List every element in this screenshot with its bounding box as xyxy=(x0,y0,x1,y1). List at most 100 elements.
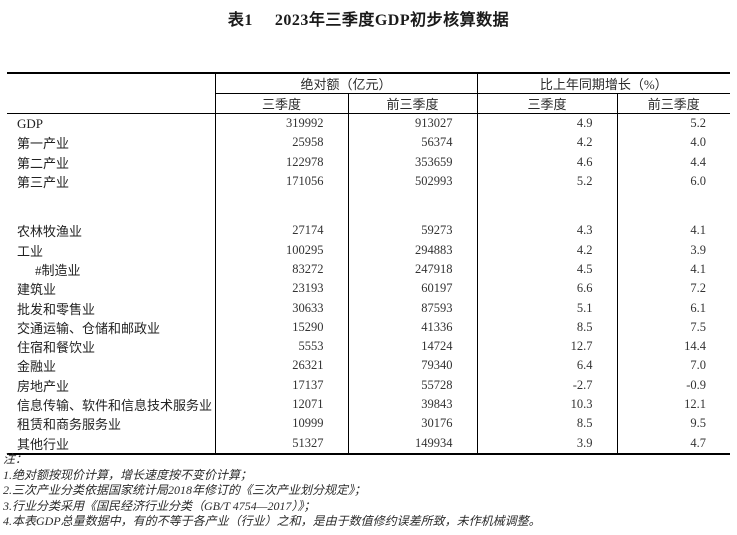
cell-value: 353659 xyxy=(347,152,478,172)
cell-value: 4.3 xyxy=(476,221,618,241)
cell-value: 4.7 xyxy=(616,433,731,454)
table-notes: 注： 1.绝对额按现价计算，增长速度按不变价计算； 2.三次产业分类依据国家统计… xyxy=(3,452,733,530)
cell-value: -2.7 xyxy=(476,375,618,395)
row-label: 信息传输、软件和信息技术服务业 xyxy=(17,398,213,413)
table-row: 第三产业 171056 502993 5.2 6.0 xyxy=(7,171,731,192)
page-title: 表1 2023年三季度GDP初步核算数据 xyxy=(0,6,737,30)
spacer-cell xyxy=(616,191,731,222)
cell-value: 17137 xyxy=(214,375,348,395)
row-label: 批发和零售业 xyxy=(17,301,96,317)
table-row: 房地产业 17137 55728 -2.7 -0.9 xyxy=(7,375,731,395)
cell-value: 25958 xyxy=(214,133,348,153)
table-row: 信息传输、软件和信息技术服务业 12071 39843 10.3 12.1 xyxy=(7,394,731,415)
cell-value: 5.2 xyxy=(616,113,731,134)
cell-value: 30176 xyxy=(347,414,478,434)
cell-value: 41336 xyxy=(347,317,478,337)
cell-value: 4.1 xyxy=(616,221,731,241)
cell-value: 3.9 xyxy=(476,433,618,454)
cell-value: 10999 xyxy=(214,414,348,434)
table-row: 租赁和商务服务业 10999 30176 8.5 9.5 xyxy=(7,414,731,434)
cell-value: 171056 xyxy=(214,171,348,192)
header-sub-row: 三季度 前三季度 三季度 前三季度 xyxy=(7,93,731,114)
subheader-absolute-first3q: 前三季度 xyxy=(347,93,478,114)
cell-value: 5.1 xyxy=(476,298,618,318)
cell-value: 4.2 xyxy=(476,240,618,260)
spacer-cell xyxy=(7,191,215,221)
header-group-row: 绝对额（亿元） 比上年同期增长（%） xyxy=(7,73,731,114)
note-line: 4.本表GDP总量数据中，有的不等于各产业（行业）之和，是由于数值修约误差所致，… xyxy=(3,514,541,529)
spacer-cell xyxy=(347,191,478,222)
cell-value: 15290 xyxy=(214,317,348,337)
cell-value: 4.1 xyxy=(616,259,731,280)
cell-value: 8.5 xyxy=(476,317,618,337)
cell-value: 6.0 xyxy=(616,171,731,192)
cell-value: 10.3 xyxy=(476,394,618,415)
cell-value: 4.2 xyxy=(476,133,618,153)
row-label: 农林牧渔业 xyxy=(17,224,83,240)
cell-value: 7.0 xyxy=(616,356,731,376)
cell-value: -0.9 xyxy=(616,375,731,395)
table-row: 第一产业 25958 56374 4.2 4.0 xyxy=(7,133,731,153)
cell-value: 27174 xyxy=(214,221,348,241)
cell-value: 4.4 xyxy=(616,152,731,172)
cell-value: 23193 xyxy=(214,279,348,299)
cell-value: 79340 xyxy=(347,356,478,376)
spacer-cell xyxy=(476,191,618,222)
cell-value: 319992 xyxy=(214,113,348,134)
table-row: 第二产业 122978 353659 4.6 4.4 xyxy=(7,152,731,172)
note-line: 2.三次产业分类依据国家统计局2018年修订的《三次产业划分规定》； xyxy=(3,483,367,498)
table-number: 表1 xyxy=(227,12,253,29)
cell-value: 6.4 xyxy=(476,356,618,376)
cell-value: 4.5 xyxy=(476,259,618,280)
cell-value: 502993 xyxy=(347,171,478,192)
row-label: GDP xyxy=(17,115,44,131)
table-title-text: 2023年三季度GDP初步核算数据 xyxy=(274,12,510,29)
cell-value: 12.7 xyxy=(476,336,618,357)
subheader-absolute-q3: 三季度 xyxy=(215,93,348,114)
cell-value: 7.5 xyxy=(616,317,731,337)
cell-value: 100295 xyxy=(214,240,348,260)
table-row: #制造业 83272 247918 4.5 4.1 xyxy=(7,259,731,280)
cell-value: 5.2 xyxy=(476,171,618,192)
cell-value: 30633 xyxy=(214,298,348,318)
col-group-growth: 比上年同期增长（%） xyxy=(476,73,731,94)
cell-value: 6.1 xyxy=(616,298,731,318)
cell-value: 4.0 xyxy=(616,133,731,153)
cell-value: 4.6 xyxy=(476,152,618,172)
cell-value: 56374 xyxy=(347,133,478,153)
table-row: 批发和零售业 30633 87593 5.1 6.1 xyxy=(7,298,731,318)
table-row: 农林牧渔业 27174 59273 4.3 4.1 xyxy=(7,221,731,241)
row-label: 建筑业 xyxy=(17,282,57,298)
table-row: GDP 319992 913027 4.9 5.2 xyxy=(7,113,731,134)
col-group-absolute: 绝对额（亿元） xyxy=(214,73,478,94)
cell-value: 149934 xyxy=(347,433,478,454)
row-label: 房地产业 xyxy=(17,378,70,394)
cell-value: 26321 xyxy=(214,356,348,376)
cell-value: 12.1 xyxy=(616,394,731,415)
cell-value: 87593 xyxy=(347,298,478,318)
row-label: 住宿和餐饮业 xyxy=(17,340,96,356)
row-label: 工业 xyxy=(17,243,44,259)
subheader-growth-q3: 三季度 xyxy=(476,93,618,114)
row-label: 其他行业 xyxy=(17,436,70,452)
table-body: GDP 319992 913027 4.9 5.2 第一产业 25958 56374 4.2 4.… xyxy=(7,113,731,454)
table-row: 工业 100295 294883 4.2 3.9 xyxy=(7,240,731,260)
note-line: 3.行业分类采用《国民经济行业分类（GB/T 4754—2017）》； xyxy=(3,498,316,513)
row-label: 金融业 xyxy=(17,359,57,375)
cell-value: 51327 xyxy=(214,433,348,454)
cell-value: 5553 xyxy=(214,336,348,357)
cell-value: 294883 xyxy=(347,240,478,260)
gdp-table: 绝对额（亿元） 比上年同期增长（%） 三季度 前三季度 三季度 前三季度 GDP… xyxy=(7,72,731,455)
header-corner-cell xyxy=(7,73,216,114)
cell-value: 8.5 xyxy=(476,414,618,434)
cell-value: 39843 xyxy=(347,394,478,415)
cell-value: 14724 xyxy=(347,336,478,357)
row-label: 第三产业 xyxy=(17,175,70,191)
table-row: 住宿和餐饮业 5553 14724 12.7 14.4 xyxy=(7,336,731,357)
row-label: 第二产业 xyxy=(17,155,70,171)
cell-value: 3.9 xyxy=(616,240,731,260)
cell-value: 59273 xyxy=(347,221,478,241)
cell-value: 6.6 xyxy=(476,279,618,299)
row-label: 交通运输、仓储和邮政业 xyxy=(17,320,161,336)
